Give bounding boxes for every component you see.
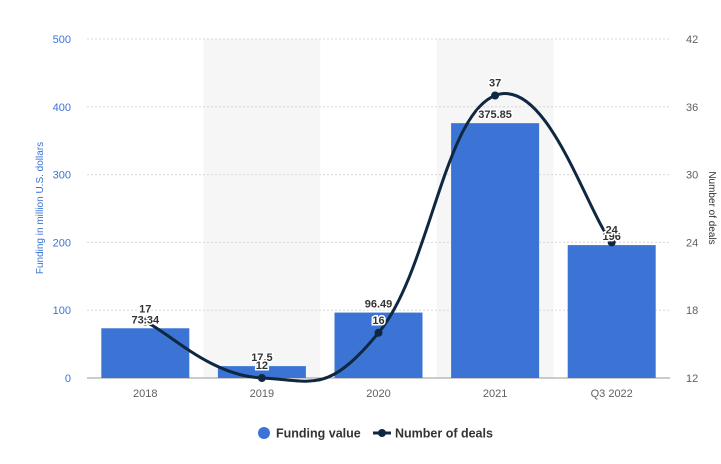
axis-ticks: 0 100 200 300 400 500 12 18 24 30 36 42 2018 2019 2020…	[53, 34, 699, 400]
legend-bar-icon[interactable]	[258, 427, 270, 439]
deals-line	[141, 91, 616, 383]
y-axis-right-title: Number of deals	[706, 171, 717, 244]
line-value-label: 37	[489, 78, 501, 90]
y-axis-left-title: Funding in million U.S. dollars	[35, 142, 46, 274]
bar-2019[interactable]	[217, 366, 306, 378]
legend-line-marker-icon	[378, 429, 386, 437]
line-value-label: 12	[256, 360, 268, 372]
bar-2020[interactable]	[334, 312, 423, 378]
bar-value-label: 73.34	[132, 314, 160, 326]
legend-deals-label[interactable]: Number of deals	[395, 427, 493, 441]
y-left-tick: 400	[53, 102, 71, 114]
y-right-tick: 36	[686, 102, 698, 114]
y-left-tick: 300	[53, 170, 71, 182]
x-tick: 2020	[366, 388, 390, 400]
deals-point-2021[interactable]	[491, 91, 500, 100]
funding-bars	[101, 123, 656, 378]
deals-line-path	[144, 92, 613, 383]
x-tick: Q3 2022	[591, 388, 633, 400]
band-2019	[203, 39, 321, 378]
y-right-tick: 42	[686, 34, 698, 46]
bar-2018[interactable]	[101, 328, 190, 378]
y-left-tick: 200	[53, 237, 71, 249]
x-tick: 2018	[133, 388, 157, 400]
y-right-tick: 24	[686, 237, 698, 249]
y-left-tick: 100	[53, 305, 71, 317]
x-tick: 2021	[483, 388, 507, 400]
bar-value-label: 196	[603, 231, 621, 243]
deals-point-2020[interactable]	[374, 328, 383, 337]
bar-q3-2022[interactable]	[567, 245, 656, 378]
bar-value-label: 17.5	[251, 352, 272, 364]
bar-2021[interactable]	[451, 123, 540, 378]
line-value-label: 16	[372, 315, 384, 327]
deals-point-2018[interactable]	[141, 317, 150, 326]
y-left-tick: 0	[65, 373, 71, 385]
legend-funding-label[interactable]: Funding value	[276, 427, 361, 441]
data-labels: 73.34 17.5 96.49 375.85 196 17 12 16 37 24	[130, 76, 622, 374]
deals-point-2019[interactable]	[257, 374, 266, 382]
x-tick: 2019	[250, 388, 274, 400]
y-right-tick: 18	[686, 305, 698, 317]
bar-value-label: 96.49	[365, 299, 393, 311]
legend: Funding value Number of deals	[258, 427, 493, 441]
y-right-tick: 30	[686, 170, 698, 182]
line-value-label: 17	[139, 304, 151, 316]
y-right-tick: 12	[686, 373, 698, 385]
bar-value-label: 375.85	[478, 109, 512, 121]
y-left-tick: 500	[53, 34, 71, 46]
line-value-label: 24	[606, 224, 619, 236]
deals-point-q3-2022[interactable]	[607, 238, 616, 247]
